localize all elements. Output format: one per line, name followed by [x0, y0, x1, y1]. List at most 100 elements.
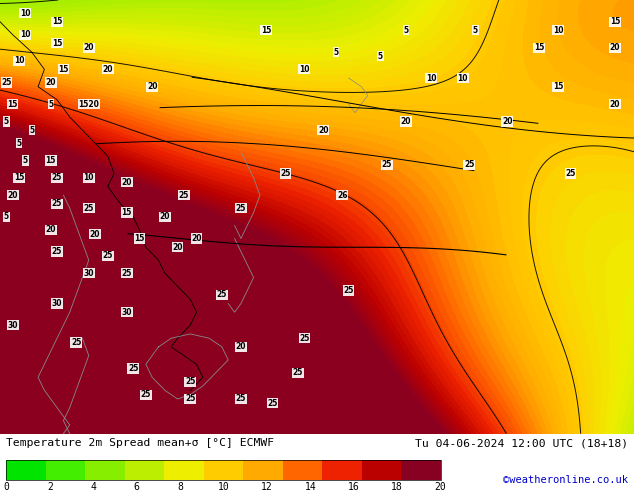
Text: 25: 25: [1, 78, 11, 87]
Text: 20: 20: [46, 78, 56, 87]
Text: 0: 0: [3, 482, 10, 490]
Text: 8: 8: [177, 482, 183, 490]
Text: Temperature 2m Spread mean+σ [°C] ECMWF: Temperature 2m Spread mean+σ [°C] ECMWF: [6, 438, 275, 448]
Text: 20: 20: [84, 43, 94, 52]
Text: 6: 6: [134, 482, 139, 490]
Bar: [86, 460, 125, 480]
Text: 10: 10: [553, 26, 563, 35]
Text: 25: 25: [217, 291, 227, 299]
Text: 25: 25: [185, 377, 195, 386]
Text: 2: 2: [47, 482, 53, 490]
Text: 20: 20: [610, 43, 620, 52]
Text: 10: 10: [426, 74, 436, 82]
Text: 25: 25: [52, 173, 62, 182]
Text: ©weatheronline.co.uk: ©weatheronline.co.uk: [503, 475, 628, 486]
Text: 10: 10: [84, 173, 94, 182]
Text: 20: 20: [90, 230, 100, 239]
Text: 15: 15: [14, 173, 24, 182]
Text: 25: 25: [268, 399, 278, 408]
Text: 20: 20: [160, 212, 170, 221]
Text: 10: 10: [299, 65, 309, 74]
Text: 25: 25: [128, 364, 138, 373]
Bar: [164, 460, 204, 480]
Text: 5: 5: [333, 48, 339, 56]
Text: 18: 18: [391, 482, 403, 490]
Text: 30: 30: [8, 321, 18, 330]
Text: 25: 25: [141, 390, 151, 399]
Text: 15: 15: [553, 82, 563, 91]
Text: 4: 4: [90, 482, 96, 490]
Text: 5: 5: [4, 117, 9, 126]
Text: 25: 25: [179, 191, 189, 199]
Text: 14: 14: [304, 482, 316, 490]
Text: 20: 20: [502, 117, 512, 126]
Text: 1520: 1520: [79, 99, 99, 109]
Text: 20: 20: [103, 65, 113, 74]
Text: 10: 10: [458, 74, 468, 82]
Text: 25: 25: [293, 368, 303, 377]
Text: 25: 25: [52, 199, 62, 208]
Text: 20: 20: [401, 117, 411, 126]
Text: 25: 25: [236, 204, 246, 213]
Text: 25: 25: [103, 251, 113, 260]
Text: 25: 25: [71, 338, 81, 347]
Text: 25: 25: [280, 169, 290, 178]
Text: 5: 5: [48, 99, 53, 109]
Text: 20: 20: [610, 99, 620, 109]
Bar: [283, 460, 322, 480]
Text: 5: 5: [403, 26, 408, 35]
Text: 15: 15: [134, 234, 145, 243]
Text: 25: 25: [185, 394, 195, 403]
Text: 15: 15: [58, 65, 68, 74]
Text: 25: 25: [122, 269, 132, 278]
Text: 25: 25: [464, 160, 474, 169]
Text: 25: 25: [84, 204, 94, 213]
Text: 20: 20: [318, 125, 328, 135]
Text: 10: 10: [217, 482, 230, 490]
Text: 15: 15: [52, 39, 62, 48]
Bar: [6, 460, 441, 480]
Text: 20: 20: [122, 178, 132, 187]
Bar: [361, 460, 401, 480]
Text: 15: 15: [122, 208, 132, 217]
Text: 15: 15: [261, 26, 271, 35]
Text: 20: 20: [172, 243, 183, 252]
Bar: [46, 460, 86, 480]
Text: 16: 16: [348, 482, 359, 490]
Bar: [401, 460, 441, 480]
Text: Tu 04-06-2024 12:00 UTC (18+18): Tu 04-06-2024 12:00 UTC (18+18): [415, 438, 628, 448]
Text: 5: 5: [23, 156, 28, 165]
Text: 20: 20: [191, 234, 202, 243]
Text: 5: 5: [16, 139, 22, 147]
Text: 30: 30: [52, 299, 62, 308]
Text: 5: 5: [473, 26, 478, 35]
Text: 10: 10: [20, 8, 30, 18]
Text: 20: 20: [435, 482, 446, 490]
Text: 15: 15: [46, 156, 56, 165]
Text: 15: 15: [52, 17, 62, 26]
Text: 20: 20: [46, 225, 56, 234]
Text: 25: 25: [344, 286, 354, 295]
Text: 30: 30: [122, 308, 132, 317]
Text: 25: 25: [52, 247, 62, 256]
Text: 12: 12: [261, 482, 273, 490]
Text: 10: 10: [14, 56, 24, 65]
Text: 10: 10: [20, 30, 30, 39]
Bar: [322, 460, 361, 480]
Text: 5: 5: [4, 212, 9, 221]
Text: 20: 20: [236, 343, 246, 351]
Text: 25: 25: [382, 160, 392, 169]
Text: 5: 5: [378, 52, 383, 61]
Text: 15: 15: [8, 99, 18, 109]
Bar: [243, 460, 283, 480]
Bar: [6, 460, 46, 480]
Text: 25: 25: [566, 169, 576, 178]
Text: 15: 15: [610, 17, 620, 26]
Bar: [204, 460, 243, 480]
Bar: [125, 460, 164, 480]
Text: 26: 26: [337, 191, 347, 199]
Text: 25: 25: [236, 394, 246, 403]
Text: 5: 5: [29, 125, 34, 135]
Text: 20: 20: [8, 191, 18, 199]
Text: 20: 20: [147, 82, 157, 91]
